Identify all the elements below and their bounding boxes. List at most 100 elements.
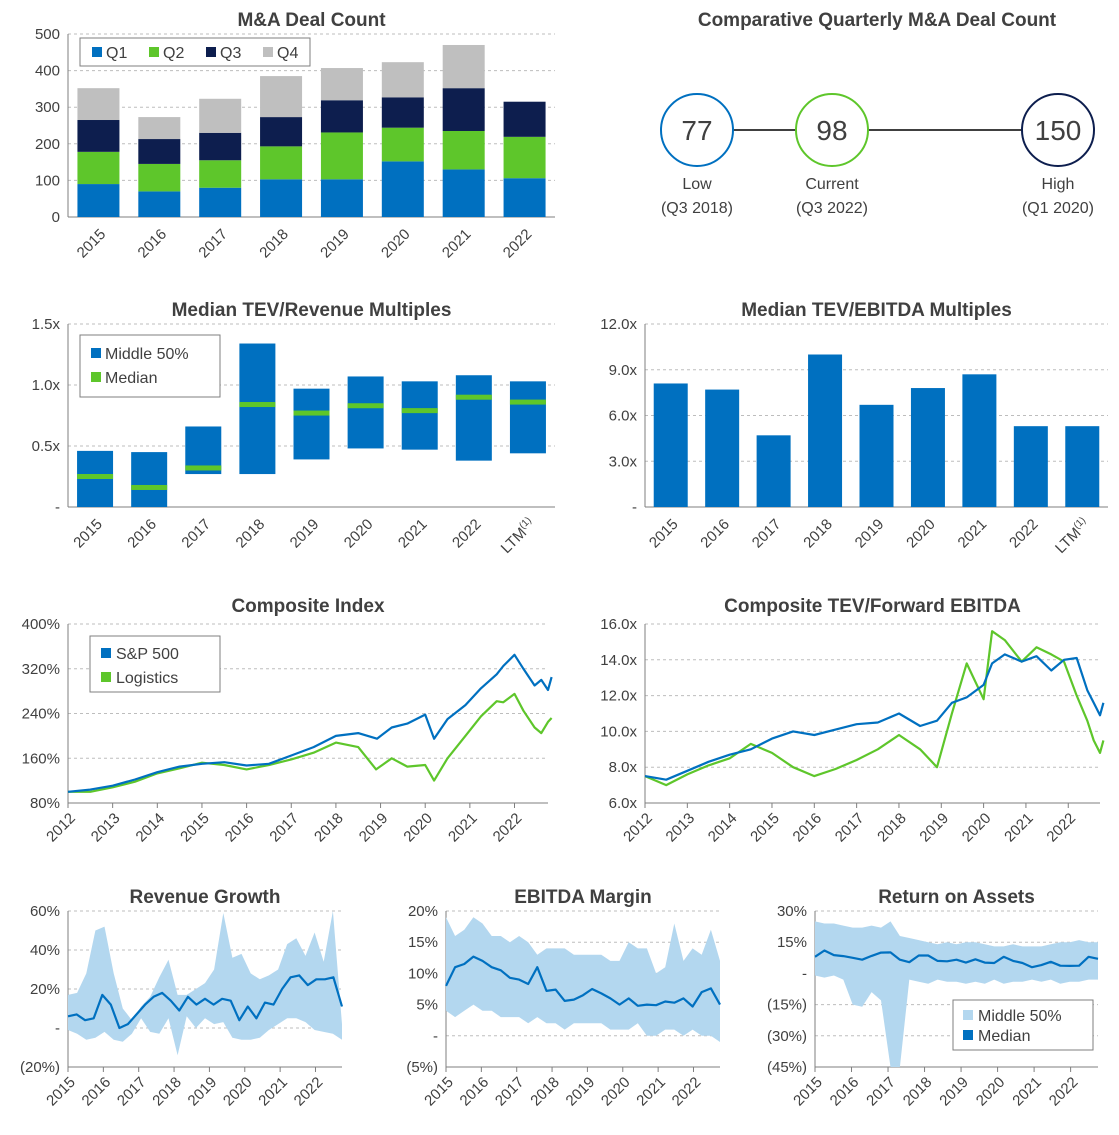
legend-label-q1: Q1 bbox=[106, 45, 127, 62]
median-marker-2015 bbox=[77, 474, 114, 479]
y-tick-label: 0.5x bbox=[32, 438, 61, 455]
bar-q2-2017 bbox=[199, 160, 242, 188]
bar-q4-2018 bbox=[260, 76, 303, 118]
y-tick-label: 1.0x bbox=[32, 377, 61, 394]
bar-q2-2018 bbox=[260, 146, 303, 180]
legend-swatch-q4 bbox=[263, 47, 273, 57]
value-current: 98 bbox=[816, 115, 847, 146]
return-on-assets-chart: (45%) (30%) (15%) - 15% 30% Return on Assets 20… bbox=[767, 887, 1099, 1110]
x-tick-label: 2018 bbox=[149, 1074, 185, 1110]
circle-low bbox=[660, 93, 734, 167]
y-tick-label: 20% bbox=[408, 903, 438, 920]
x-tick-label: 2017 bbox=[832, 810, 868, 846]
y-tick-label: 15% bbox=[408, 934, 438, 951]
x-tick-label: 2020 bbox=[903, 516, 939, 552]
y-tick-label: - bbox=[55, 499, 60, 516]
x-tick-label: 2016 bbox=[79, 1074, 115, 1110]
bar-middle50-LTM bbox=[509, 381, 546, 454]
bar-LTM bbox=[1065, 426, 1100, 507]
legend: Middle 50% Median bbox=[79, 334, 221, 398]
legend-label-median: Median bbox=[105, 370, 157, 387]
x-tick-label: 2022 bbox=[669, 1074, 705, 1110]
x-tick-label: 2016 bbox=[697, 516, 733, 552]
legend-label-0: S&P 500 bbox=[116, 646, 179, 663]
bar-q1-2022 bbox=[503, 178, 546, 217]
y-tick-label: 0 bbox=[52, 209, 60, 226]
bar-q4-2020 bbox=[381, 62, 424, 98]
x-tick-label: 2022 bbox=[490, 810, 526, 846]
y-tick-label: 20% bbox=[30, 981, 60, 998]
y-tick-label: - bbox=[802, 965, 807, 982]
comparative-deal-count-panel: Comparative Quarterly M&A Deal Count 77 Lo… bbox=[660, 10, 1095, 217]
y-tick-label: 400 bbox=[35, 63, 60, 80]
y-tick-label: (5%) bbox=[406, 1059, 438, 1076]
legend: S&P 500 Logistics bbox=[89, 635, 221, 693]
y-tick-label: 5% bbox=[416, 997, 438, 1014]
median-marker-2018 bbox=[239, 402, 276, 408]
y-tick-label: 14.0x bbox=[600, 652, 637, 669]
bar-q3-2015 bbox=[77, 120, 120, 152]
y-tick-label: 9.0x bbox=[609, 362, 638, 379]
x-tick-label: 2021 bbox=[255, 1074, 291, 1110]
x-tick-label: 2017 bbox=[492, 1074, 528, 1110]
tev-ebitda-chart: - 3.0x 6.0x 9.0x 12.0x Median TEV/EBITDA Mult… bbox=[600, 300, 1108, 557]
x-tick-label: 2019 bbox=[185, 1074, 221, 1110]
bar-q4-2019 bbox=[320, 68, 363, 101]
median-marker-2020 bbox=[347, 403, 384, 409]
x-tick-label: 2015 bbox=[74, 226, 110, 262]
x-tick-label: 2018 bbox=[900, 1074, 936, 1110]
x-tick-label: 2020 bbox=[341, 516, 377, 552]
x-tick-label: 2019 bbox=[287, 516, 323, 552]
value-high: 150 bbox=[1035, 115, 1082, 146]
y-tick-label: 30% bbox=[777, 903, 807, 920]
x-tick-label: 2016 bbox=[457, 1074, 493, 1110]
bar-q4-2017 bbox=[199, 98, 242, 133]
middle50-band bbox=[815, 921, 1098, 1067]
y-tick-label: 60% bbox=[30, 903, 60, 920]
legend-label-1: Logistics bbox=[116, 670, 178, 687]
legend-swatch-q1 bbox=[92, 47, 102, 57]
x-tick-label: 2020 bbox=[378, 226, 414, 262]
x-tick-label: 2018 bbox=[800, 516, 836, 552]
x-tick-label: 2022 bbox=[1006, 516, 1042, 552]
x-tick-label: 2016 bbox=[827, 1074, 863, 1110]
bar-q3-2016 bbox=[138, 139, 181, 164]
x-tick-superscript: (1) bbox=[1072, 515, 1088, 531]
y-tick-label: 12.0x bbox=[600, 688, 637, 705]
series-line-s-p-500 bbox=[67, 653, 553, 793]
x-tick-label: 2015 bbox=[646, 516, 682, 552]
circle-high bbox=[1021, 93, 1095, 167]
x-tick-label: 2021 bbox=[1001, 810, 1037, 846]
legend-swatch-middle50 bbox=[91, 348, 101, 358]
x-tick-label: 2015 bbox=[70, 516, 106, 552]
median-line bbox=[445, 955, 721, 1008]
y-tick-label: 6.0x bbox=[609, 795, 638, 812]
median-marker-2021 bbox=[401, 408, 438, 414]
y-tick-label: 40% bbox=[30, 942, 60, 959]
y-tick-label: (30%) bbox=[767, 1028, 807, 1045]
chart-title: Median TEV/EBITDA Multiples bbox=[741, 300, 1012, 321]
x-tick-label: 2014 bbox=[133, 810, 169, 846]
chart-title: Median TEV/Revenue Multiples bbox=[172, 300, 452, 321]
x-tick-label: 2012 bbox=[43, 810, 79, 846]
chart-title: Composite Index bbox=[231, 596, 385, 617]
x-tick-label: 2022 bbox=[500, 226, 536, 262]
median-marker-2016 bbox=[131, 484, 168, 490]
bar-middle50-2019 bbox=[293, 388, 330, 460]
x-tick-label: 2019 bbox=[317, 226, 353, 262]
x-tick-label: 2017 bbox=[749, 516, 785, 552]
x-tick-label: LTM(1) bbox=[1051, 515, 1093, 557]
bar-q1-2015 bbox=[77, 184, 120, 217]
x-tick-label: 2018 bbox=[311, 810, 347, 846]
x-tick-label: 2019 bbox=[916, 810, 952, 846]
y-tick-label: 100 bbox=[35, 172, 60, 189]
x-tick-label: 2021 bbox=[439, 226, 475, 262]
legend: Q1 Q2 Q3 Q4 bbox=[79, 37, 311, 67]
x-tick-label: 2016 bbox=[124, 516, 160, 552]
x-tick-label: 2018 bbox=[527, 1074, 563, 1110]
x-tick-label: 2020 bbox=[959, 810, 995, 846]
bar-middle50-2016 bbox=[131, 452, 168, 507]
legend-label-q2: Q2 bbox=[163, 45, 184, 62]
